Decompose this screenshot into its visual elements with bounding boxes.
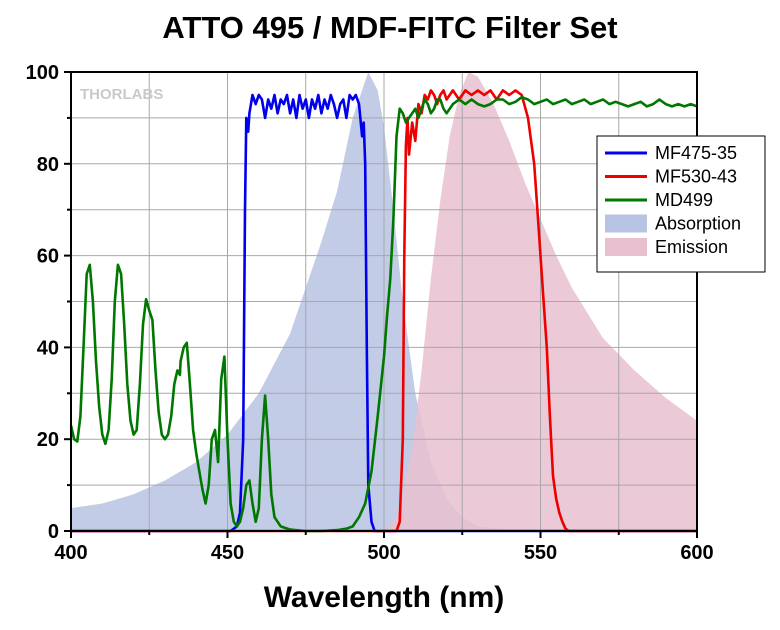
- x-tick-label: 450: [211, 542, 244, 564]
- y-tick-label: 60: [37, 246, 59, 268]
- x-tick-label: 400: [54, 542, 87, 564]
- legend-label-md499: MD499: [655, 190, 713, 210]
- y-tick-label: 80: [37, 154, 59, 176]
- line-mf530-43: [71, 89, 697, 533]
- chart-title: ATTO 495 / MDF-FITC Filter Set: [162, 10, 618, 45]
- axis-tick-labels: 400 450 500 550 600 0 20 40 60 80 100: [26, 62, 714, 564]
- legend-label-mf530-43: MF530-43: [655, 167, 737, 187]
- grid-lines: [71, 72, 697, 531]
- legend-swatch-emission: [605, 238, 647, 256]
- legend-label-mf475-35: MF475-35: [655, 143, 737, 163]
- x-tick-label: 500: [367, 542, 400, 564]
- x-tick-label: 600: [680, 542, 713, 564]
- thorlabs-watermark: THORLABS: [80, 86, 163, 103]
- y-tick-label: 20: [37, 429, 59, 451]
- legend: MF475-35 MF530-43 MD499 Absorption Emission: [596, 135, 766, 273]
- axis-ticks: [64, 71, 698, 538]
- legend-swatch-absorption: [605, 214, 647, 233]
- y-tick-label: 40: [37, 337, 59, 359]
- legend-label-absorption: Absorption: [655, 214, 741, 234]
- legend-label-emission: Emission: [655, 237, 728, 257]
- line-mf475-35: [71, 93, 697, 533]
- y-tick-label: 0: [48, 521, 59, 543]
- x-axis-label: Wavelength (nm): [264, 581, 505, 614]
- x-tick-label: 550: [524, 542, 557, 564]
- y-tick-label: 100: [26, 62, 59, 84]
